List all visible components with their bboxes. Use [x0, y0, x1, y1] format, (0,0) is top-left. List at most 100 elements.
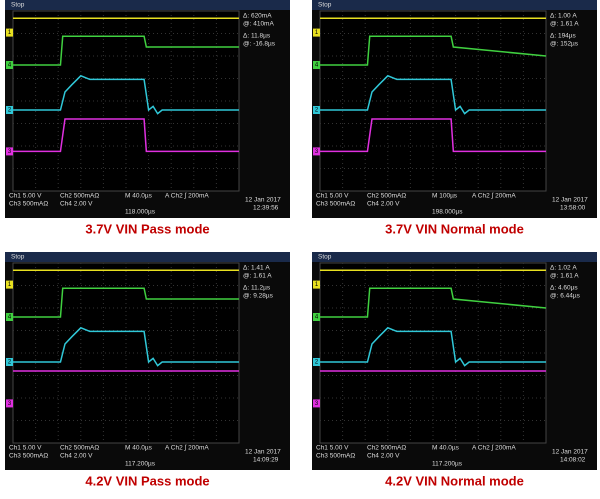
caption: 4.2V VIN Normal mode — [385, 473, 524, 488]
scope-panel: Stop 1 4 2 3 Δ: 620mA@: 410mA Δ: 11.8µs@: -16.… — [5, 0, 290, 236]
channel-marker — [6, 106, 13, 114]
channel-marker — [313, 106, 320, 114]
trace-ch2 — [320, 74, 546, 115]
cursor-readout: Δ: 620mA — [243, 13, 272, 20]
channel-marker — [6, 28, 13, 37]
time: 13:58:00 — [560, 205, 586, 212]
trace-ch4 — [13, 287, 239, 318]
channel-marker — [6, 399, 13, 408]
trace-ch3 — [13, 118, 239, 153]
top-bar — [312, 0, 597, 10]
status-item: Ch4 2.00 V — [367, 201, 400, 208]
channel-marker-label: 4 — [315, 315, 319, 321]
scope-panel: Stop 1 4 2 3 Δ: 1.41 A@: 1.61 A Δ: 11.2µs@: 9.… — [5, 252, 290, 488]
cursor-readout: @: 152µs — [550, 41, 579, 48]
caption: 3.7V VIN Pass mode — [85, 221, 209, 236]
run-status: Stop — [318, 254, 332, 261]
status-item: Ch3 500mAΩ — [316, 453, 355, 460]
status-item: M 40.0µs — [125, 193, 153, 200]
channel-marker — [313, 358, 320, 366]
channel-marker-label: 4 — [8, 63, 12, 69]
channel-marker-label: 4 — [8, 315, 12, 321]
status-item: A Ch2 ∫ 200mA — [472, 193, 516, 200]
status-item: A Ch2 ∫ 200mA — [165, 193, 209, 200]
cursor-readout: Δ: 1.02 A — [550, 265, 577, 272]
channel-marker-label: 3 — [315, 149, 319, 155]
status-item: Ch3 500mAΩ — [316, 201, 355, 208]
status-item: Ch4 2.00 V — [367, 453, 400, 460]
status-item: Ch2 500mAΩ — [60, 193, 99, 200]
trigger-position: 117.200µs — [125, 461, 156, 468]
status-item: Ch2 500mAΩ — [367, 193, 406, 200]
channel-marker-label: 3 — [8, 149, 12, 155]
cursor-readout: @: 6.44µs — [550, 293, 581, 300]
channel-marker-label: 1 — [315, 282, 319, 288]
status-item: Ch4 2.00 V — [60, 453, 93, 460]
cursor-readout: Δ: 1.41 A — [243, 265, 270, 272]
status-item: Ch2 500mAΩ — [367, 445, 406, 452]
cursor-readout: @: 410mA — [243, 21, 274, 28]
trigger-position: 198.000µs — [432, 209, 463, 216]
status-item: Ch1 5.00 V — [9, 445, 42, 452]
cursor-readout: Δ: 194µs — [550, 33, 577, 40]
cursor-readout: @: -16.8µs — [243, 41, 276, 48]
scope-panel: Stop 1 4 2 3 Δ: 1.00 A@: 1.61 A Δ: 194µs@: 152… — [312, 0, 597, 236]
run-status: Stop — [11, 2, 25, 9]
channel-marker — [313, 313, 320, 321]
trigger-position: 118.000µs — [125, 209, 156, 216]
channel-marker-label: 2 — [315, 108, 319, 114]
trace-ch3 — [320, 118, 546, 153]
cursor-readout: @: 9.28µs — [243, 293, 274, 300]
cursor-readout: Δ: 11.2µs — [243, 285, 271, 292]
trace-ch4 — [13, 35, 239, 66]
cursor-readout: Δ: 1.00 A — [550, 13, 577, 20]
status-item: A Ch2 ∫ 200mA — [165, 445, 209, 452]
channel-marker-label: 3 — [8, 401, 12, 407]
trace-ch2 — [320, 326, 546, 367]
time: 12:39:56 — [253, 205, 279, 212]
caption: 4.2V VIN Pass mode — [85, 473, 209, 488]
trace-ch2 — [13, 74, 239, 115]
time: 14:08:02 — [560, 457, 586, 464]
date: 12 Jan 2017 — [552, 197, 588, 204]
top-bar — [312, 252, 597, 262]
scope-panel: Stop 1 4 2 3 Δ: 1.02 A@: 1.61 A Δ: 4.60µs@: 6.… — [312, 252, 597, 488]
channel-marker — [6, 147, 13, 156]
trace-ch4 — [320, 35, 547, 66]
top-bar — [5, 0, 290, 10]
run-status: Stop — [11, 254, 25, 261]
trace-ch2 — [13, 326, 239, 367]
channel-marker — [6, 280, 13, 289]
channel-marker-label: 4 — [315, 63, 319, 69]
channel-marker-label: 1 — [8, 282, 12, 288]
channel-marker — [6, 358, 13, 366]
channel-marker — [313, 399, 320, 408]
status-item: M 40.0µs — [125, 445, 153, 452]
time: 14:09:29 — [253, 457, 279, 464]
channel-marker-label: 2 — [315, 360, 319, 366]
date: 12 Jan 2017 — [245, 449, 281, 456]
status-item: Ch2 500mAΩ — [60, 445, 99, 452]
trace-ch4 — [320, 287, 547, 318]
channel-marker-label: 1 — [315, 30, 319, 36]
status-item: M 100µs — [432, 193, 458, 200]
status-item: Ch3 500mAΩ — [9, 201, 48, 208]
top-bar — [5, 252, 290, 262]
channel-marker — [6, 61, 13, 69]
status-item: M 40.0µs — [432, 445, 460, 452]
cursor-readout: @: 1.61 A — [550, 273, 579, 280]
status-item: Ch3 500mAΩ — [9, 453, 48, 460]
channel-marker — [6, 313, 13, 321]
cursor-readout: @: 1.61 A — [550, 21, 579, 28]
date: 12 Jan 2017 — [552, 449, 588, 456]
channel-marker-label: 1 — [8, 30, 12, 36]
trigger-position: 117.200µs — [432, 461, 463, 468]
channel-marker-label: 2 — [8, 360, 12, 366]
channel-marker — [313, 28, 320, 37]
channel-marker — [313, 61, 320, 69]
status-item: Ch4 2.00 V — [60, 201, 93, 208]
cursor-readout: @: 1.61 A — [243, 273, 272, 280]
caption: 3.7V VIN Normal mode — [385, 221, 524, 236]
channel-marker — [313, 147, 320, 156]
